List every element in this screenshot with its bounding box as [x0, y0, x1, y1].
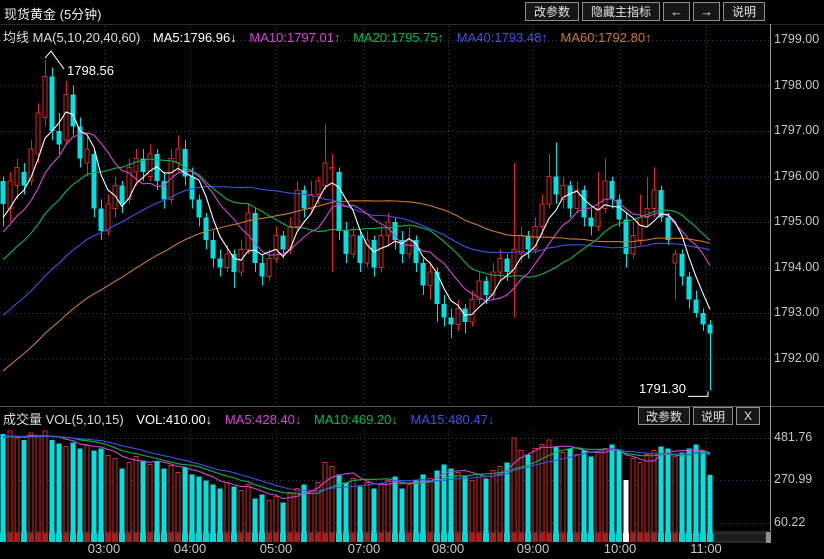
time-axis-label: 11:00 [690, 541, 722, 556]
vol-ma10-value: MA10:469.20↓ [314, 412, 398, 427]
volume-indicator-bar: 成交量 VOL(5,10,15) VOL:410.00↓ MA5:428.40↓… [3, 409, 503, 428]
vol-ma15-value: MA15:480.47↓ [410, 412, 495, 427]
high-price-annotation: 1798.56 [67, 63, 114, 78]
low-price-annotation: 1791.30 [639, 381, 686, 396]
ma40-value: MA40:1793.48↑ [456, 30, 548, 45]
scroll-right-button[interactable]: → [692, 2, 720, 21]
price-axis-label: 1799.00 [774, 32, 820, 46]
volume-pane-buttons: 改参数 说明 X [637, 407, 760, 425]
ma-settings-label: 均线 MA(5,10,20,40,60) [3, 30, 141, 45]
ma60-value: MA60:1792.80↑ [560, 30, 652, 45]
time-axis-label: 04:00 [173, 541, 207, 556]
modify-params-button[interactable]: 改参数 [524, 2, 579, 21]
price-axis-label: 1797.00 [774, 123, 820, 137]
instrument-title: 现货黄金 (5分钟) [4, 7, 102, 22]
time-axis-label: 08:00 [431, 541, 465, 556]
volume-close-button[interactable]: X [735, 407, 760, 425]
volume-axis-label: 60.22 [774, 514, 806, 529]
ma20-value: MA20:1795.75↑ [353, 30, 445, 45]
time-axis-label: 09:00 [516, 541, 550, 556]
scroll-left-button[interactable]: ← [662, 2, 690, 21]
price-axis-label: 1795.00 [774, 214, 820, 228]
help-button[interactable]: 说明 [722, 2, 765, 21]
vol-value: VOL:410.00↓ [136, 412, 213, 427]
ma10-value: MA10:1797.01↑ [249, 30, 341, 45]
time-axis-label: 10:00 [603, 541, 637, 556]
volume-axis-label: 270.99 [774, 472, 813, 487]
hide-main-indicator-button[interactable]: 隐藏主指标 [581, 2, 660, 21]
volume-modify-params-button[interactable]: 改参数 [637, 407, 690, 425]
price-axis-label: 1792.00 [774, 350, 820, 365]
header-bar: 现货黄金 (5分钟) 改参数 隐藏主指标 ← → 说明 [0, 0, 824, 24]
price-axis-label: 1796.00 [774, 168, 820, 183]
volume-settings-label: 成交量 VOL(5,10,15) [3, 412, 124, 427]
price-axis-label: 1793.00 [774, 305, 820, 319]
time-axis-label: 05:00 [259, 541, 293, 556]
price-axis-label: 1798.00 [774, 77, 820, 92]
time-axis-label: 03:00 [87, 541, 121, 556]
volume-axis-label: 481.76 [774, 429, 813, 444]
ma5-value: MA5:1796.96↓ [152, 30, 237, 45]
volume-help-button[interactable]: 说明 [692, 407, 733, 425]
header-buttons: 改参数 隐藏主指标 ← → 说明 [524, 2, 765, 21]
time-axis-label: 07:00 [347, 541, 381, 556]
price-axis-label: 1794.00 [774, 259, 820, 274]
vol-ma5-value: MA5:428.40↓ [224, 412, 302, 427]
ma-indicator-bar: 均线 MA(5,10,20,40,60) MA5:1796.96↓ MA10:1… [3, 27, 661, 46]
